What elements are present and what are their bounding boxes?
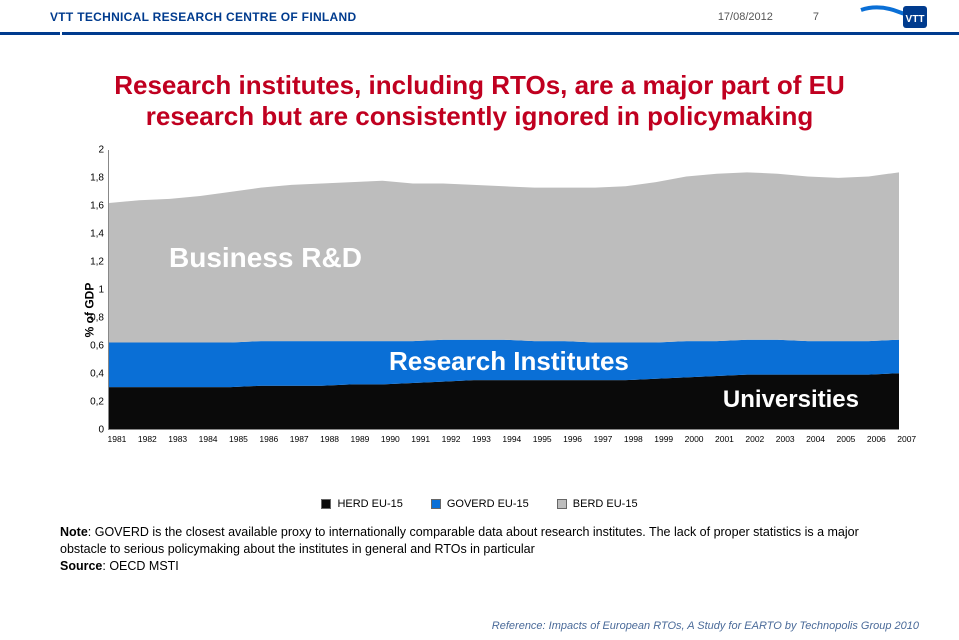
y-tick: 0,8 (76, 313, 104, 324)
area-berd (109, 173, 899, 343)
y-tick: 2 (76, 145, 104, 156)
vtt-logo: VTT (859, 2, 929, 32)
x-tick: 1992 (442, 434, 443, 448)
header-rule-left (0, 32, 60, 35)
x-tick: 1991 (411, 434, 412, 448)
stacked-area-chart: Business R&D Research Institutes Univers… (108, 150, 899, 430)
y-tick: 0,4 (76, 369, 104, 380)
x-tick: 1987 (290, 434, 291, 448)
x-tick: 1988 (320, 434, 321, 448)
header-right: 17/08/2012 7 VTT (718, 2, 929, 32)
x-tick: 2007 (897, 434, 898, 448)
x-tick: 1990 (381, 434, 382, 448)
x-tick: 2002 (745, 434, 746, 448)
y-tick: 1,2 (76, 257, 104, 268)
y-tick: 0 (76, 425, 104, 436)
x-tick: 1997 (594, 434, 595, 448)
org-name: VTT TECHNICAL RESEARCH CENTRE OF FINLAND (50, 10, 356, 24)
legend-label: HERD EU-15 (337, 498, 402, 510)
x-tick: 1999 (654, 434, 655, 448)
y-tick: 1,6 (76, 201, 104, 212)
x-tick: 1984 (199, 434, 200, 448)
chart-svg (109, 150, 899, 429)
x-tick: 1986 (259, 434, 260, 448)
x-tick: 1998 (624, 434, 625, 448)
legend-label: GOVERD EU-15 (447, 498, 529, 510)
x-tick: 1995 (533, 434, 534, 448)
x-tick: 2006 (867, 434, 868, 448)
chart-legend: HERD EU-15 GOVERD EU-15 BERD EU-15 (60, 498, 899, 510)
slide-date: 17/08/2012 (718, 11, 773, 23)
source-prefix: Source (60, 559, 102, 573)
x-tick: 1983 (168, 434, 169, 448)
note-body: : GOVERD is the closest available proxy … (60, 525, 859, 556)
x-tick: 1994 (502, 434, 503, 448)
legend-item-goverd: GOVERD EU-15 (431, 498, 529, 510)
x-tick: 1996 (563, 434, 564, 448)
y-tick: 1,8 (76, 173, 104, 184)
x-tick: 1993 (472, 434, 473, 448)
slide-header: VTT TECHNICAL RESEARCH CENTRE OF FINLAND… (0, 0, 959, 34)
legend-swatch-icon (321, 499, 331, 509)
slide-page-number: 7 (813, 11, 819, 23)
x-tick: 1981 (108, 434, 109, 448)
x-tick: 1985 (229, 434, 230, 448)
x-tick: 2001 (715, 434, 716, 448)
legend-swatch-icon (557, 499, 567, 509)
x-ticks: 1981 1982 1983 1984 1985 1986 1987 1988 1989 1990… (108, 434, 899, 448)
legend-item-herd: HERD EU-15 (321, 498, 402, 510)
legend-label: BERD EU-15 (573, 498, 638, 510)
svg-text:VTT: VTT (906, 14, 925, 25)
legend-item-berd: BERD EU-15 (557, 498, 638, 510)
y-tick: 1 (76, 285, 104, 296)
y-tick: 0,2 (76, 397, 104, 408)
slide-body: Research institutes, including RTOs, are… (60, 70, 899, 620)
note-prefix: Note (60, 525, 88, 539)
x-tick: 2004 (806, 434, 807, 448)
legend-swatch-icon (431, 499, 441, 509)
slide-title: Research institutes, including RTOs, are… (60, 70, 899, 132)
x-tick: 1982 (138, 434, 139, 448)
x-tick: 2005 (837, 434, 838, 448)
header-rule-right (62, 32, 959, 35)
x-tick: 1989 (351, 434, 352, 448)
x-tick: 2000 (685, 434, 686, 448)
reference-line: Reference: Impacts of European RTOs, A S… (492, 620, 919, 632)
note-block: Note: GOVERD is the closest available pr… (60, 524, 899, 575)
source-body: : OECD MSTI (102, 559, 178, 573)
y-tick: 0,6 (76, 341, 104, 352)
chart-container: % of GDP 00,20,40,60,811,21,41,61,82 Bus… (80, 150, 899, 470)
y-tick: 1,4 (76, 229, 104, 240)
x-tick: 2003 (776, 434, 777, 448)
